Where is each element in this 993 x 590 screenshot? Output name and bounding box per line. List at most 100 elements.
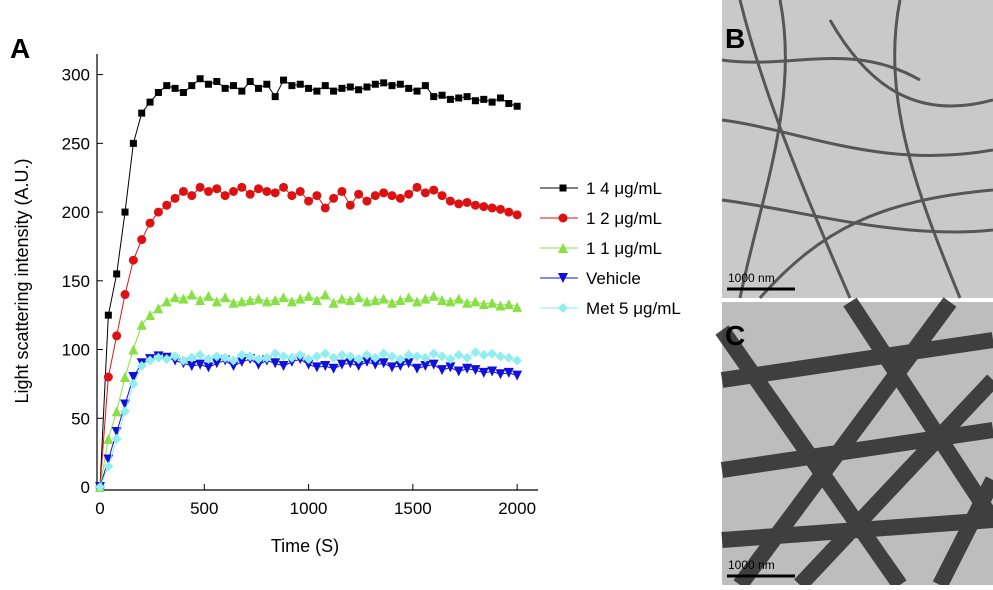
marker — [480, 95, 488, 103]
marker — [462, 352, 473, 363]
marker — [195, 350, 206, 361]
marker — [430, 93, 438, 101]
marker — [313, 87, 321, 95]
marker — [361, 356, 372, 367]
panel-label: C — [725, 320, 745, 351]
marker — [229, 82, 237, 90]
marker — [136, 361, 147, 372]
marker — [154, 88, 162, 96]
x-tick-label: 2000 — [498, 499, 536, 518]
marker — [236, 296, 247, 307]
marker — [388, 82, 396, 90]
marker — [295, 350, 306, 361]
y-tick-label: 50 — [71, 409, 90, 428]
marker — [395, 295, 406, 306]
marker — [188, 82, 196, 90]
marker — [437, 191, 447, 201]
legend-label: 1 4 μg/mL — [586, 179, 662, 198]
x-tick-label: 1500 — [394, 499, 432, 518]
y-tick-label: 150 — [62, 272, 90, 291]
marker — [378, 293, 389, 304]
marker — [220, 292, 231, 303]
marker — [171, 84, 179, 92]
marker — [428, 348, 439, 359]
marker — [137, 235, 147, 245]
marker — [478, 367, 489, 378]
marker — [103, 372, 113, 382]
marker — [287, 191, 297, 201]
y-tick-label: 200 — [62, 203, 90, 222]
marker — [253, 359, 264, 370]
series-line — [99, 351, 518, 488]
marker — [404, 189, 414, 199]
marker — [336, 359, 347, 370]
marker — [345, 295, 356, 306]
marker — [420, 293, 431, 304]
marker — [103, 461, 114, 472]
marker — [378, 348, 389, 359]
marker — [403, 358, 414, 369]
marker — [487, 203, 497, 213]
marker — [395, 361, 406, 372]
marker — [278, 292, 289, 303]
micrograph-b: B 1000 nm — [721, 0, 993, 299]
marker — [478, 299, 489, 310]
marker — [453, 366, 464, 377]
marker — [487, 297, 498, 308]
marker — [138, 109, 146, 117]
marker — [262, 186, 272, 196]
marker — [204, 80, 212, 88]
marker — [438, 91, 446, 99]
marker — [121, 208, 129, 216]
marker — [187, 191, 197, 201]
marker — [379, 188, 389, 198]
marker — [203, 290, 214, 301]
marker — [437, 351, 448, 362]
marker — [470, 365, 481, 376]
marker — [387, 297, 397, 308]
scale-bar-label: 1000 nm — [728, 558, 775, 572]
marker — [512, 210, 522, 220]
marker — [236, 350, 247, 361]
marker — [278, 351, 289, 362]
marker — [345, 351, 356, 362]
marker — [170, 351, 181, 362]
series-line — [99, 293, 518, 488]
marker — [471, 97, 479, 105]
x-tick-label: 0 — [95, 499, 104, 518]
marker — [353, 354, 364, 365]
marker — [437, 295, 448, 306]
marker — [236, 356, 247, 367]
marker — [286, 352, 297, 363]
marker — [338, 84, 346, 92]
marker — [428, 359, 439, 370]
marker — [113, 270, 121, 278]
marker — [413, 87, 421, 95]
marker — [495, 351, 506, 362]
marker — [405, 84, 413, 92]
marker — [245, 351, 256, 362]
marker — [303, 354, 314, 365]
marker — [280, 76, 288, 84]
marker — [412, 296, 423, 307]
marker — [363, 83, 371, 91]
marker — [312, 191, 322, 201]
marker — [261, 352, 272, 363]
y-axis-title: Light scattering intensity (A.U.) — [12, 158, 32, 403]
marker — [295, 186, 305, 196]
marker — [263, 80, 271, 88]
marker — [203, 186, 213, 196]
marker — [195, 295, 206, 306]
series-line — [99, 355, 518, 488]
marker — [161, 354, 172, 365]
marker — [337, 186, 347, 196]
marker — [345, 200, 355, 210]
marker — [330, 87, 338, 95]
marker — [128, 378, 139, 389]
marker — [120, 406, 131, 417]
marker — [421, 82, 429, 90]
marker — [387, 191, 397, 201]
marker — [437, 365, 448, 376]
marker — [370, 191, 380, 201]
